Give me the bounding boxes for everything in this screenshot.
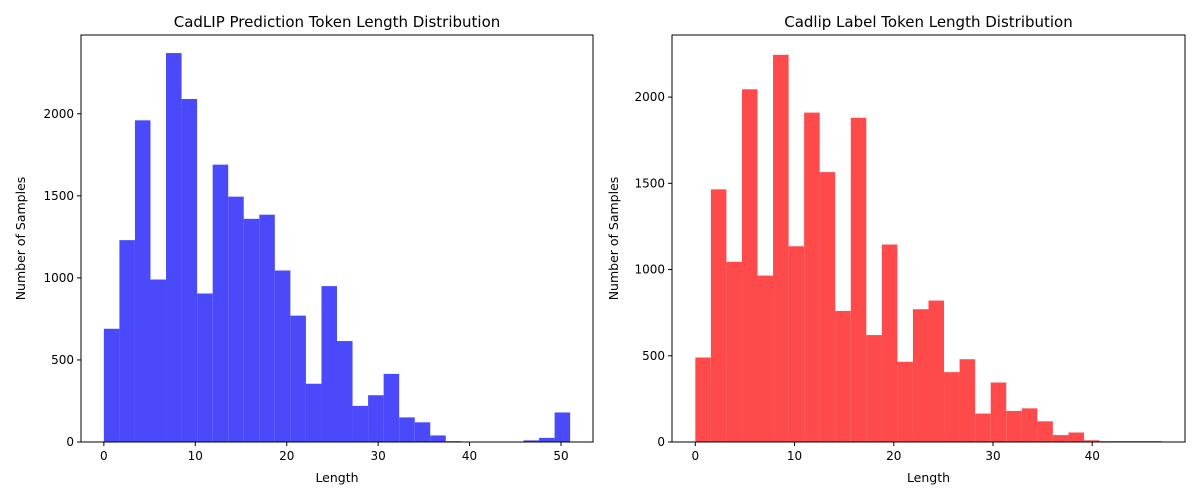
label-bar: [819, 172, 836, 442]
label-bar: [710, 189, 727, 442]
label-bar: [912, 309, 929, 442]
label-y-tick-label: 0: [657, 435, 665, 449]
label-bar: [850, 117, 867, 442]
label-x-ticks: 0 10 20 30 40: [691, 442, 1100, 463]
prediction-bar: [539, 437, 555, 442]
label-y-tick-label: 1500: [634, 176, 665, 190]
label-x-tick-label: 0: [691, 449, 699, 463]
prediction-x-ticks: 0 10 20 30 40 50: [100, 442, 569, 463]
label-bar: [990, 382, 1007, 442]
prediction-x-tick-label: 30: [371, 449, 386, 463]
prediction-bar: [274, 270, 291, 442]
prediction-y-tick-label: 2000: [43, 107, 74, 121]
label-bar: [726, 261, 742, 442]
prediction-bar: [228, 196, 244, 442]
prediction-bar: [414, 422, 431, 442]
prediction-x-tick-label: 0: [100, 449, 108, 463]
prediction-bar: [430, 435, 446, 442]
prediction-bar: [166, 53, 182, 442]
prediction-bar: [305, 383, 322, 442]
label-x-tick-label: 10: [787, 449, 802, 463]
prediction-x-axis-label: Length: [315, 470, 358, 485]
label-bar: [975, 413, 991, 442]
label-bars: [695, 54, 1162, 443]
prediction-bar: [103, 328, 120, 442]
prediction-bar: [523, 440, 540, 442]
prediction-x-tick-label: 50: [553, 449, 568, 463]
label-bar: [866, 335, 882, 442]
label-bar: [1006, 410, 1022, 442]
label-bar: [804, 112, 820, 443]
prediction-bars: [103, 53, 571, 443]
prediction-y-ticks: 0 500 1000 1500 2000: [43, 107, 81, 449]
label-bar: [928, 300, 945, 442]
prediction-bar: [259, 214, 275, 442]
prediction-x-tick-label: 40: [462, 449, 477, 463]
prediction-bar: [399, 417, 415, 442]
prediction-y-tick-label: 0: [66, 435, 74, 449]
label-bar: [757, 275, 774, 442]
label-bar: [788, 246, 805, 442]
label-bar: [1021, 408, 1038, 442]
prediction-bar: [321, 286, 337, 442]
prediction-bar: [150, 279, 167, 442]
prediction-bar: [554, 412, 571, 442]
prediction-bar: [383, 373, 400, 442]
label-bar: [1083, 440, 1100, 442]
label-bar: [773, 54, 789, 442]
prediction-bar: [368, 395, 384, 442]
label-bar: [695, 357, 711, 442]
label-histogram-panel: Cadlip Label Token Length Distribution 0…: [606, 13, 1186, 485]
prediction-y-axis-label: Number of Samples: [13, 177, 28, 301]
prediction-bar: [337, 341, 353, 442]
prediction-bar: [119, 240, 135, 442]
label-bar: [1052, 435, 1069, 442]
label-bar: [741, 89, 758, 442]
prediction-bar: [243, 218, 260, 442]
prediction-chart-title: CadLIP Prediction Token Length Distribut…: [174, 13, 501, 31]
label-bar: [959, 359, 976, 442]
label-y-tick-label: 500: [642, 349, 665, 363]
label-chart-title: Cadlip Label Token Length Distribution: [784, 13, 1073, 31]
prediction-x-tick-label: 10: [188, 449, 203, 463]
label-bar: [881, 244, 898, 442]
prediction-bar: [181, 99, 198, 443]
prediction-y-tick-label: 1000: [43, 271, 74, 285]
label-x-tick-label: 20: [886, 449, 901, 463]
label-bar: [944, 372, 960, 442]
prediction-y-tick-label: 1500: [43, 189, 74, 203]
label-y-tick-label: 1000: [634, 263, 665, 277]
prediction-bar: [290, 315, 306, 442]
label-x-tick-label: 30: [985, 449, 1000, 463]
label-x-axis-label: Length: [907, 470, 950, 485]
label-y-tick-label: 2000: [634, 90, 665, 104]
label-y-axis-label: Number of Samples: [606, 177, 621, 301]
label-plot-frame: [671, 34, 1186, 443]
label-bar: [1037, 421, 1053, 442]
prediction-bar: [134, 120, 151, 442]
prediction-bar: [197, 293, 213, 442]
prediction-histogram-panel: CadLIP Prediction Token Length Distribut…: [13, 13, 594, 485]
prediction-bar: [212, 164, 229, 442]
label-bar: [897, 361, 913, 442]
label-bar: [835, 310, 851, 442]
prediction-plot-frame: [80, 34, 594, 443]
label-x-tick-label: 40: [1085, 449, 1100, 463]
prediction-x-tick-label: 20: [279, 449, 294, 463]
prediction-bar: [352, 405, 369, 442]
label-y-ticks: 0 500 1000 1500 2000: [634, 90, 672, 449]
label-bar: [1068, 432, 1084, 442]
prediction-y-tick-label: 500: [51, 353, 74, 367]
